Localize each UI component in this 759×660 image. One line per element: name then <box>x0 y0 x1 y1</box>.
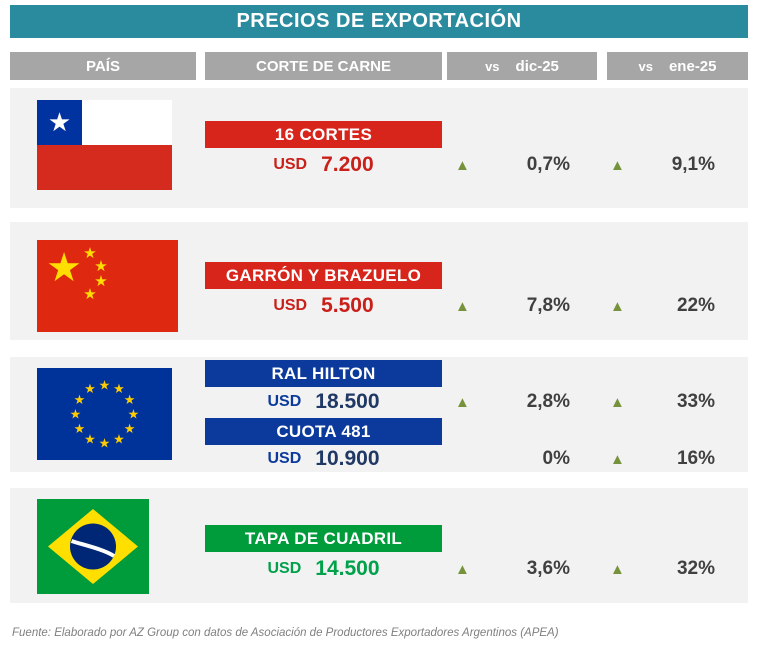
column-header-vs-ene-25: vs ene-25 <box>607 52 748 80</box>
cut-name-banner: TAPA DE CUADRIL <box>205 525 442 552</box>
currency-label: USD <box>267 393 302 410</box>
table-row-china: ★ ★ ★ ★ ★ GARRÓN Y BRAZUELO USD 5.500 ▲ … <box>10 222 748 340</box>
vs-dic-cell: 0% <box>455 445 570 473</box>
eu-flag-icon: ★ ★ ★ ★ ★ ★ ★ ★ ★ ★ ★ ★ <box>37 368 172 460</box>
column-header-vs-dic-25: vs dic-25 <box>447 52 597 80</box>
period-label: ene-25 <box>668 57 717 75</box>
price-line: USD 14.500 <box>205 555 442 583</box>
chile-flag-icon: ★ <box>37 100 172 190</box>
up-arrow-icon: ▲ <box>610 560 625 578</box>
percent-value: 22% <box>676 295 715 316</box>
svg-text:★: ★ <box>99 378 111 393</box>
svg-text:★: ★ <box>113 432 125 447</box>
table-row-eu: ★ ★ ★ ★ ★ ★ ★ ★ ★ ★ ★ ★ RAL HILTON USD 1… <box>10 357 748 472</box>
vs-dic-cell: ▲ 0,7% <box>455 151 570 179</box>
vs-label: vs <box>485 58 500 74</box>
period-label: dic-25 <box>515 57 559 75</box>
currency-label: USD <box>267 450 302 467</box>
currency-label: USD <box>273 297 308 314</box>
cut-name-banner: RAL HILTON <box>205 360 442 387</box>
percent-value: 3,6% <box>526 558 570 579</box>
currency-label: USD <box>267 560 302 577</box>
percent-value: 33% <box>676 391 715 412</box>
china-flag-icon: ★ ★ ★ ★ ★ <box>37 240 178 332</box>
brazil-flag-icon <box>37 499 149 594</box>
cut-name-banner: GARRÓN Y BRAZUELO <box>205 262 442 289</box>
svg-text:★: ★ <box>84 381 96 396</box>
svg-text:★: ★ <box>83 245 96 262</box>
percent-value: 7,8% <box>526 295 570 316</box>
svg-text:★: ★ <box>74 421 86 436</box>
price-line: USD 7.200 <box>205 151 442 179</box>
svg-text:★: ★ <box>128 407 140 422</box>
price-line: USD 10.900 <box>205 445 442 473</box>
svg-text:★: ★ <box>94 258 107 275</box>
table-row-brazil: TAPA DE CUADRIL USD 14.500 ▲ 3,6% ▲ 32% <box>10 488 748 603</box>
price-line: USD 18.500 <box>205 388 442 416</box>
price-line: USD 5.500 <box>205 292 442 320</box>
vs-ene-cell: ▲ 33% <box>610 388 715 416</box>
percent-value: 0,7% <box>526 154 570 175</box>
column-header-corte: CORTE DE CARNE <box>205 52 442 80</box>
vs-dic-cell: ▲ 7,8% <box>455 292 570 320</box>
up-arrow-icon: ▲ <box>610 297 625 315</box>
svg-text:★: ★ <box>48 107 71 137</box>
svg-text:★: ★ <box>113 381 125 396</box>
source-note: Fuente: Elaborado por AZ Group con datos… <box>12 627 559 639</box>
vs-ene-cell: ▲ 22% <box>610 292 715 320</box>
up-arrow-icon: ▲ <box>610 156 625 174</box>
percent-value: 32% <box>676 558 715 579</box>
svg-text:★: ★ <box>124 421 136 436</box>
vs-ene-cell: ▲ 32% <box>610 555 715 583</box>
svg-text:★: ★ <box>74 392 86 407</box>
svg-text:★: ★ <box>84 432 96 447</box>
table-row-chile: ★ 16 CORTES USD 7.200 ▲ 0,7% ▲ 9,1% <box>10 88 748 208</box>
svg-text:★: ★ <box>94 273 107 290</box>
column-header-pais: PAÍS <box>10 52 196 80</box>
percent-value: 9,1% <box>671 154 715 175</box>
vs-ene-cell: ▲ 9,1% <box>610 151 715 179</box>
vs-dic-cell: ▲ 3,6% <box>455 555 570 583</box>
up-arrow-icon: ▲ <box>610 450 625 468</box>
vs-ene-cell: ▲ 16% <box>610 445 715 473</box>
price-value: 7.200 <box>321 153 374 176</box>
up-arrow-icon: ▲ <box>610 393 625 411</box>
price-value: 18.500 <box>315 390 380 413</box>
vs-label: vs <box>638 58 653 74</box>
svg-text:★: ★ <box>46 246 82 290</box>
svg-text:★: ★ <box>83 286 96 303</box>
cut-name-banner: CUOTA 481 <box>205 418 442 445</box>
percent-value: 0% <box>542 448 570 469</box>
up-arrow-icon: ▲ <box>455 297 470 315</box>
up-arrow-icon: ▲ <box>455 393 470 411</box>
price-value: 5.500 <box>321 294 374 317</box>
up-arrow-icon: ▲ <box>455 560 470 578</box>
svg-text:★: ★ <box>70 407 82 422</box>
cut-name-banner: 16 CORTES <box>205 121 442 148</box>
percent-value: 16% <box>676 448 715 469</box>
vs-dic-cell: ▲ 2,8% <box>455 388 570 416</box>
percent-value: 2,8% <box>526 391 570 412</box>
svg-text:★: ★ <box>124 392 136 407</box>
currency-label: USD <box>273 156 308 173</box>
up-arrow-icon: ▲ <box>455 156 470 174</box>
page-title: PRECIOS DE EXPORTACIÓN <box>10 5 748 38</box>
svg-text:★: ★ <box>99 436 111 451</box>
price-value: 14.500 <box>315 557 380 580</box>
price-value: 10.900 <box>315 447 380 470</box>
